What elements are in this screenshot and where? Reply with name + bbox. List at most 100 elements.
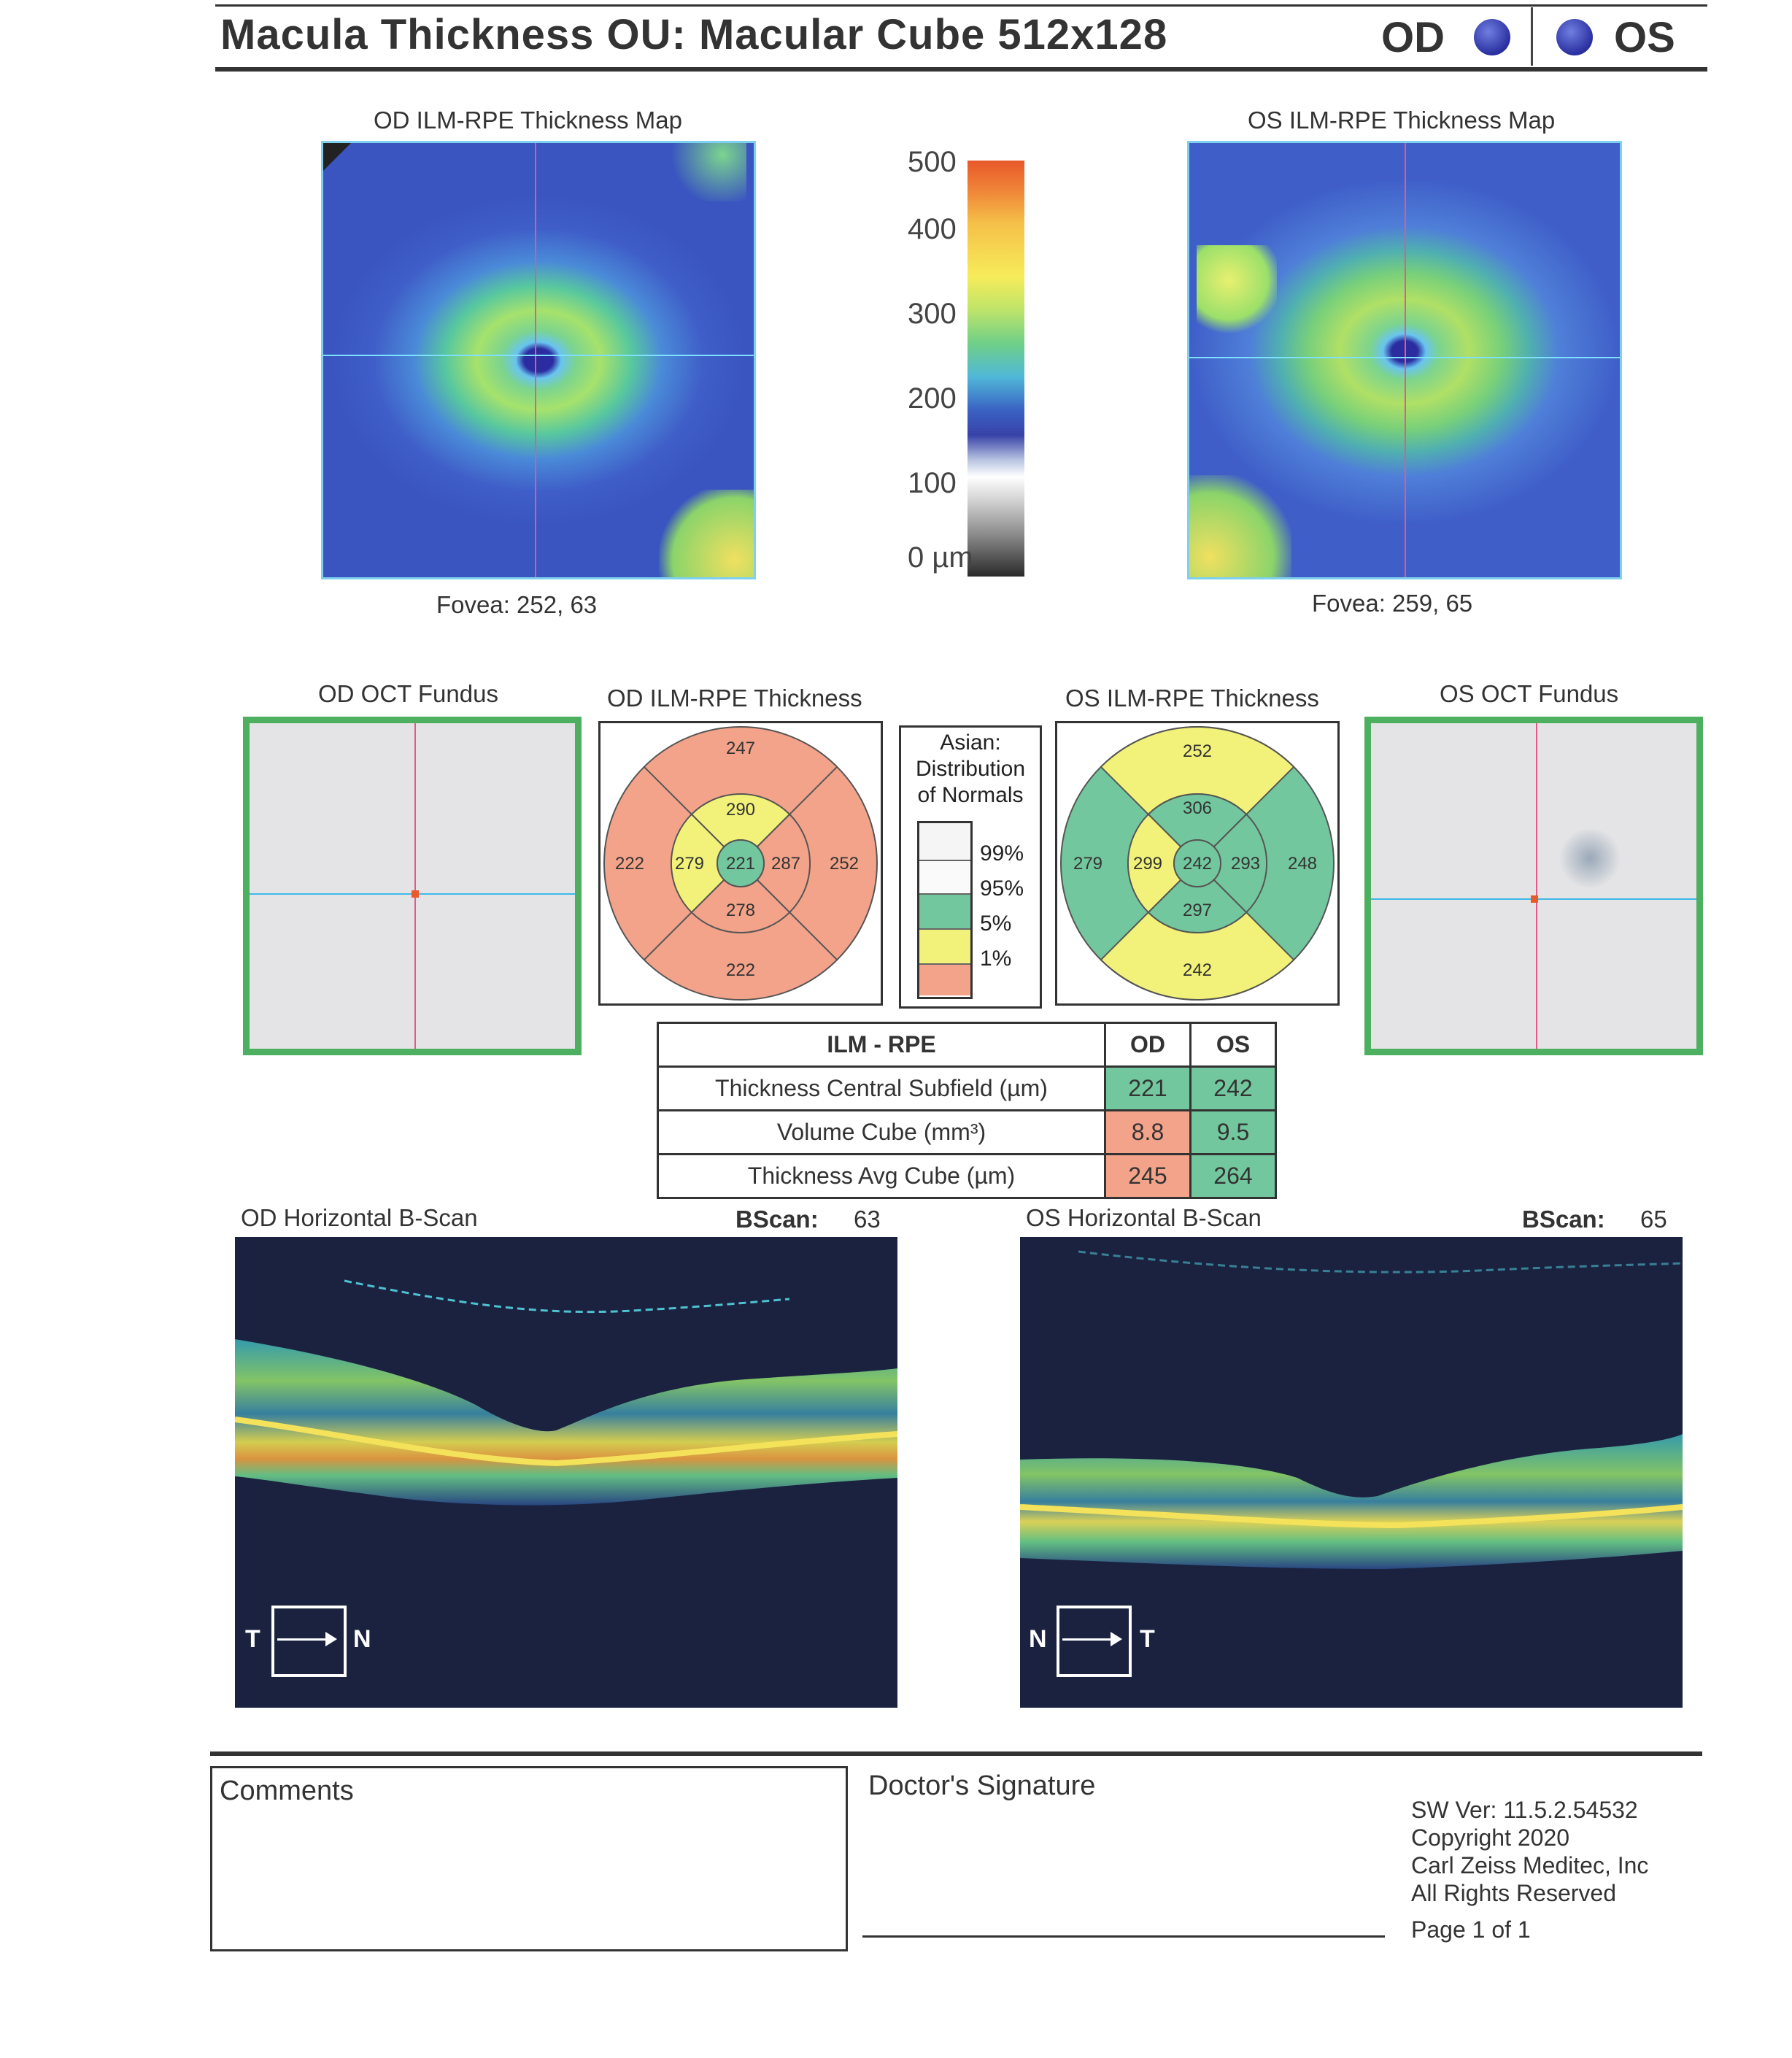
od-val-temporal-outer: 222	[615, 854, 644, 874]
company-name: Carl Zeiss Meditec, Inc	[1411, 1852, 1649, 1878]
os-map-yellow-patch	[1197, 245, 1277, 333]
legend-swatch-white	[919, 861, 970, 895]
comments-label: Comments	[220, 1776, 354, 1806]
od-outer-divider-3	[644, 912, 692, 960]
legend-title-3: of Normals	[917, 783, 1024, 807]
od-retina-layers	[235, 1339, 897, 1506]
eye-divider	[1531, 7, 1533, 66]
od-sector-box: 247 290 222 279 221 287 252 278 222	[598, 721, 883, 1006]
od-bscan-number: 63	[854, 1206, 881, 1233]
legend-level-95: 95%	[980, 876, 1024, 901]
os-rpe-band	[1020, 1504, 1683, 1529]
summary-row-label: Thickness Avg Cube (µm)	[657, 1153, 1106, 1199]
od-scan-arrow-head-icon	[325, 1632, 337, 1646]
od-val-superior-outer: 247	[726, 739, 755, 758]
os-val-inferior-outer: 242	[1183, 960, 1212, 980]
summary-header-label: ILM - RPE	[657, 1022, 1106, 1068]
page-title: Macula Thickness OU: Macular Cube 512x12…	[220, 11, 1168, 58]
header-top-rule	[215, 4, 1707, 7]
od-fundus-fovea-marker	[412, 890, 419, 898]
od-bscan-label: BScan:	[735, 1206, 819, 1233]
legend-level-1: 1%	[980, 947, 1012, 971]
summary-row-label: Volume Cube (mm³)	[657, 1109, 1106, 1155]
thickness-colorbar	[968, 161, 1024, 577]
summary-od-value: 221	[1104, 1065, 1192, 1111]
os-scan-right-letter: T	[1140, 1625, 1155, 1653]
summary-od-value: 8.8	[1104, 1109, 1192, 1155]
legend-swatch-red	[919, 965, 970, 995]
os-val-superior-outer: 252	[1183, 741, 1212, 761]
os-thickness-map-title: OS ILM-RPE Thickness Map	[1248, 107, 1556, 134]
od-map-green-patch	[659, 490, 754, 577]
os-fundus-fovea-marker	[1531, 895, 1538, 903]
comments-box[interactable]: Comments	[210, 1766, 848, 1951]
colorbar-label-0: 0 µm	[908, 542, 973, 574]
od-outer-divider-4	[789, 912, 838, 960]
sw-version: SW Ver: 11.5.2.54532	[1411, 1797, 1638, 1823]
os-horizontal-bscan: N T	[1020, 1237, 1683, 1708]
rights-reserved: All Rights Reserved	[1411, 1880, 1616, 1906]
legend-swatch-yellow	[919, 930, 970, 965]
od-sector-chart: 247 290 222 279 221 287 252 278 222	[603, 726, 878, 1001]
signature-line[interactable]	[862, 1935, 1385, 1938]
os-scan-left-letter: N	[1029, 1625, 1047, 1653]
summary-header-row: ILM - RPE OD OS	[657, 1022, 1277, 1068]
colorbar-label-300: 300	[908, 298, 957, 330]
summary-os-value: 242	[1189, 1065, 1277, 1111]
os-scan-arrow-icon	[1062, 1638, 1113, 1641]
os-val-superior-inner: 306	[1183, 798, 1212, 818]
legend-level-5: 5%	[980, 912, 1012, 936]
page-number: Page 1 of 1	[1411, 1916, 1531, 1943]
od-outer-divider-2	[789, 766, 838, 815]
os-val-nasal-inner: 293	[1231, 854, 1260, 874]
os-val-nasal-outer: 248	[1288, 854, 1317, 874]
summary-row-avg-cube: Thickness Avg Cube (µm) 245 264	[657, 1153, 1277, 1199]
summary-os-value: 9.5	[1189, 1109, 1277, 1155]
summary-os-value: 264	[1189, 1153, 1277, 1199]
od-fovea-label: Fovea: 252, 63	[436, 591, 598, 618]
od-val-temporal-inner: 279	[675, 854, 704, 874]
normals-legend: Asian: Distribution of Normals 99% 95% 5…	[899, 725, 1042, 1009]
os-sector-chart: 252 306 279 299 242 293 248 297 242	[1060, 726, 1335, 1001]
od-horizontal-bscan: T N	[235, 1237, 897, 1708]
od-fundus-title: OD OCT Fundus	[318, 680, 498, 707]
summary-od-value: 245	[1104, 1153, 1192, 1199]
os-fundus-title: OS OCT Fundus	[1440, 680, 1619, 707]
legend-title-2: Distribution	[915, 757, 1026, 781]
os-sector-box: 252 306 279 299 242 293 248 297 242	[1055, 721, 1340, 1006]
od-map-corner-marker	[323, 143, 351, 171]
legend-swatch-white-top	[919, 823, 970, 861]
od-val-inferior-inner: 278	[726, 901, 755, 920]
header: Macula Thickness OU: Macular Cube 512x12…	[0, 0, 1792, 80]
summary-table: ILM - RPE OD OS Thickness Central Subfie…	[657, 1022, 1277, 1199]
colorbar-label-400: 400	[908, 213, 957, 245]
os-thickness-map	[1187, 141, 1622, 579]
od-thickness-map-title: OD ILM-RPE Thickness Map	[374, 107, 683, 134]
od-scan-right-letter: N	[353, 1625, 371, 1653]
os-map-vertical-line	[1405, 143, 1406, 577]
os-map-horizontal-line	[1189, 357, 1620, 358]
colorbar-label-100: 100	[908, 467, 957, 499]
od-scan-left-letter: T	[245, 1625, 260, 1653]
summary-row-label: Thickness Central Subfield (µm)	[657, 1065, 1106, 1111]
os-val-temporal-inner: 299	[1133, 854, 1162, 874]
od-bscan-title: OD Horizontal B-Scan	[241, 1204, 478, 1231]
od-sector-center	[717, 839, 765, 887]
od-sector-title: OD ILM-RPE Thickness	[607, 685, 862, 712]
os-val-center: 242	[1183, 854, 1212, 874]
os-bscan-title: OS Horizontal B-Scan	[1026, 1204, 1262, 1231]
os-map-green-patch	[1189, 475, 1291, 577]
copyright: Copyright 2020	[1411, 1824, 1570, 1851]
od-val-superior-inner: 290	[726, 800, 755, 820]
od-outer-divider-1	[644, 766, 692, 815]
os-eye-icon	[1556, 19, 1593, 55]
footer-rule	[210, 1751, 1702, 1756]
os-val-temporal-outer: 279	[1073, 854, 1102, 874]
header-bottom-rule	[215, 67, 1707, 72]
od-val-nasal-outer: 252	[830, 854, 859, 874]
doctor-signature-label: Doctor's Signature	[868, 1770, 1096, 1801]
od-bscan-image	[235, 1279, 897, 1506]
od-val-center: 221	[726, 854, 755, 874]
os-val-inferior-inner: 297	[1183, 901, 1212, 920]
od-map-vertical-line	[535, 143, 536, 577]
